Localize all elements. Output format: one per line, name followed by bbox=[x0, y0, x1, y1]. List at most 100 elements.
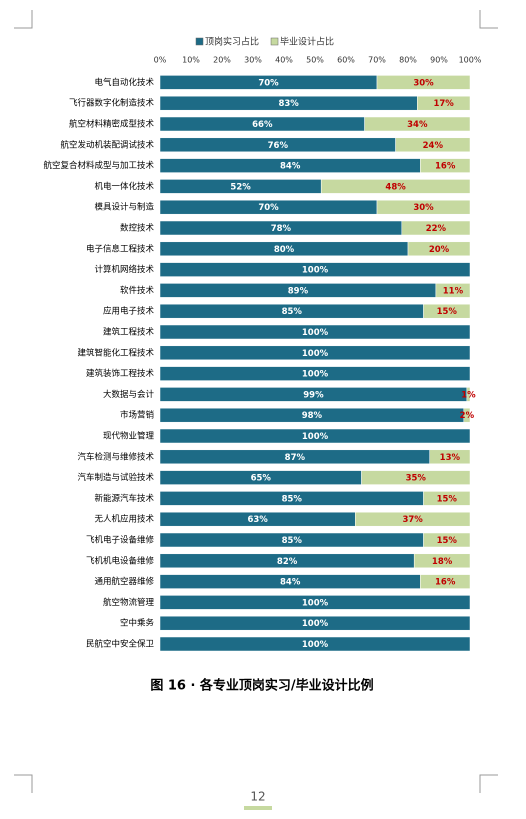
x-tick-label: 40% bbox=[275, 56, 293, 65]
legend-label: 顶岗实习占比 bbox=[205, 36, 259, 48]
bar-segment bbox=[159, 636, 471, 652]
bar-segment bbox=[435, 283, 471, 298]
data-label: 11% bbox=[443, 286, 464, 296]
category-label: 航空物流管理 bbox=[103, 597, 155, 608]
data-label: 15% bbox=[437, 307, 458, 317]
x-tick-label: 10% bbox=[182, 56, 200, 65]
bar-segment bbox=[159, 345, 471, 361]
page-number: 12 bbox=[250, 790, 265, 804]
page-number-bar bbox=[244, 806, 272, 810]
x-tick-label: 0% bbox=[154, 56, 167, 65]
data-label: 70% bbox=[258, 203, 279, 213]
category-label: 新能源汽车技术 bbox=[94, 493, 154, 504]
category-label: 现代物业管理 bbox=[103, 431, 155, 442]
category-label: 计算机网络技术 bbox=[94, 264, 154, 275]
data-label: 30% bbox=[413, 203, 434, 213]
x-tick-label: 50% bbox=[306, 56, 324, 65]
category-label: 建筑装饰工程技术 bbox=[86, 368, 155, 379]
data-label: 84% bbox=[280, 578, 301, 588]
category-label: 飞机机电设备维修 bbox=[86, 555, 155, 566]
corner-mark bbox=[479, 10, 498, 29]
data-label: 100% bbox=[302, 640, 329, 650]
data-label: 35% bbox=[406, 474, 427, 484]
x-tick-label: 80% bbox=[399, 56, 417, 65]
data-label: 22% bbox=[426, 224, 447, 234]
data-label: 85% bbox=[282, 494, 303, 504]
category-label: 航空复合材料成型与加工技术 bbox=[43, 160, 154, 171]
data-label: 85% bbox=[282, 536, 303, 546]
bar-segment bbox=[407, 241, 471, 257]
data-label: 24% bbox=[423, 141, 444, 151]
category-label: 航空材料精密成型技术 bbox=[69, 119, 155, 130]
category-label: 软件技术 bbox=[120, 285, 155, 296]
data-label: 16% bbox=[435, 578, 456, 588]
category-label: 市场营销 bbox=[120, 410, 155, 421]
bar-segment bbox=[417, 95, 471, 111]
bar-segment bbox=[420, 158, 471, 173]
data-label: 100% bbox=[302, 349, 329, 359]
bar-segment bbox=[423, 303, 471, 319]
category-label: 空中乘务 bbox=[120, 618, 155, 629]
bar-segment bbox=[364, 116, 471, 132]
data-label: 76% bbox=[268, 141, 289, 151]
data-label: 34% bbox=[407, 120, 428, 130]
data-label: 85% bbox=[282, 307, 303, 317]
data-label: 70% bbox=[258, 78, 279, 88]
data-label: 78% bbox=[271, 224, 292, 234]
data-label: 80% bbox=[274, 245, 295, 255]
data-label: 89% bbox=[288, 286, 309, 296]
bar-segment bbox=[401, 220, 471, 236]
data-label: 65% bbox=[251, 474, 272, 484]
category-label: 模具设计与制造 bbox=[94, 202, 154, 213]
category-label: 建筑智能化工程技术 bbox=[77, 347, 154, 358]
category-label: 机电一体化技术 bbox=[94, 181, 154, 192]
legend-label: 毕业设计占比 bbox=[280, 36, 334, 48]
bar-segment bbox=[423, 532, 471, 548]
data-label: 84% bbox=[280, 162, 301, 172]
bar-segment bbox=[420, 574, 471, 589]
category-label: 汽车制造与试验技术 bbox=[77, 472, 154, 483]
bar-segment bbox=[159, 595, 471, 610]
bar-segment bbox=[159, 615, 471, 631]
data-label: 48% bbox=[385, 182, 406, 192]
category-label: 电气自动化技术 bbox=[94, 77, 154, 88]
data-label: 100% bbox=[302, 619, 329, 629]
bar-segment bbox=[376, 75, 471, 90]
bar-segment bbox=[320, 179, 471, 194]
data-label: 83% bbox=[278, 99, 299, 109]
bar-segment bbox=[423, 491, 471, 506]
category-label: 应用电子技术 bbox=[103, 306, 155, 317]
category-label: 大数据与会计 bbox=[103, 389, 155, 400]
data-label: 37% bbox=[402, 515, 423, 525]
data-label: 20% bbox=[429, 245, 450, 255]
category-label: 通用航空器维修 bbox=[94, 576, 154, 587]
category-label: 飞行器数字化制造技术 bbox=[69, 98, 155, 109]
data-label: 100% bbox=[302, 266, 329, 276]
data-label: 15% bbox=[437, 494, 458, 504]
bar-segment bbox=[466, 387, 471, 402]
data-label: 16% bbox=[435, 162, 456, 172]
data-label: 30% bbox=[413, 78, 434, 88]
bar-segment bbox=[413, 553, 471, 569]
data-label: 63% bbox=[247, 515, 268, 525]
data-label: 52% bbox=[230, 182, 251, 192]
data-label: 15% bbox=[437, 536, 458, 546]
category-label: 无人机应用技术 bbox=[94, 514, 154, 525]
data-label: 17% bbox=[433, 99, 454, 109]
legend-swatch bbox=[195, 37, 204, 46]
data-label: 82% bbox=[277, 557, 298, 567]
data-label: 99% bbox=[303, 390, 324, 400]
x-tick-label: 30% bbox=[244, 56, 262, 65]
bar-segment bbox=[361, 470, 471, 485]
bar-segment bbox=[429, 449, 471, 465]
data-label: 100% bbox=[302, 328, 329, 338]
corner-mark bbox=[479, 774, 498, 793]
category-label: 飞机电子设备维修 bbox=[86, 535, 155, 546]
data-label: 2% bbox=[460, 411, 475, 421]
data-label: 87% bbox=[285, 453, 306, 463]
data-label: 100% bbox=[302, 432, 329, 442]
corner-mark bbox=[14, 10, 33, 29]
bar-segment bbox=[463, 407, 471, 423]
bar-segment bbox=[159, 324, 471, 340]
